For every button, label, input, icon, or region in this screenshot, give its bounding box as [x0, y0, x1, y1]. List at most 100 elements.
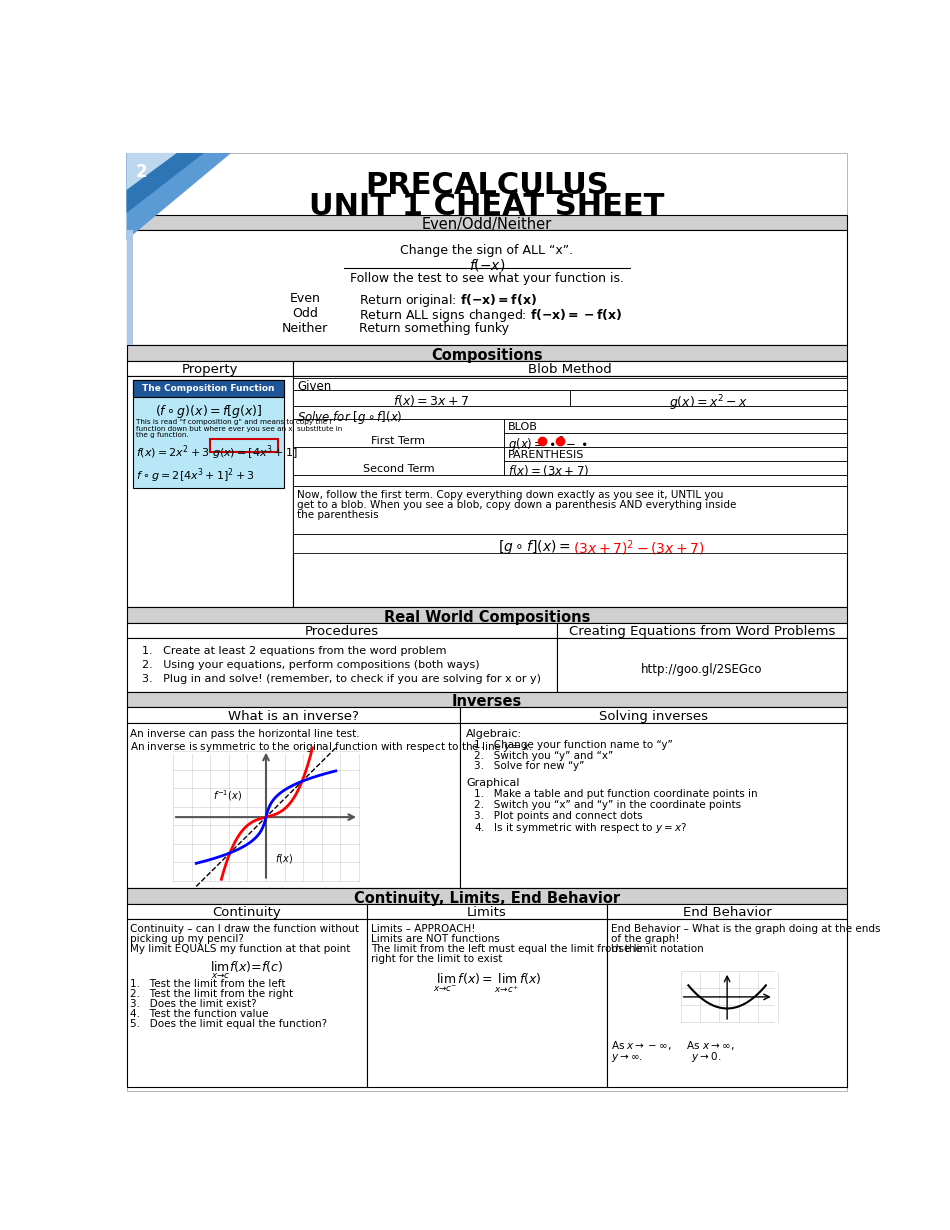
Bar	[294, 406, 847, 419]
Text: Algebraic:: Algebraic:	[466, 729, 522, 739]
Text: Continuity – can I draw the function without: Continuity – can I draw the function wit…	[130, 924, 359, 934]
Text: $g(x) = x^2 - x$: $g(x) = x^2 - x$	[669, 394, 749, 413]
Bar	[460, 723, 847, 888]
Bar	[126, 904, 367, 919]
Text: the parenthesis: the parenthesis	[297, 510, 379, 520]
Bar	[504, 419, 847, 433]
Text: Follow the test to see what your function is.: Follow the test to see what your functio…	[350, 272, 624, 284]
Text: Procedures: Procedures	[305, 625, 379, 638]
Text: Even: Even	[290, 292, 320, 305]
Text: http://goo.gl/2SEGco: http://goo.gl/2SEGco	[641, 663, 763, 675]
Text: As $x \to -\infty$,     As $x \to \infty$,: As $x \to -\infty$, As $x \to \infty$,	[611, 1039, 734, 1052]
Text: 1.   Test the limit from the left: 1. Test the limit from the left	[130, 979, 286, 989]
Text: 4.   Is it symmetric with respect to $y = x$?: 4. Is it symmetric with respect to $y = …	[474, 822, 687, 835]
Bar	[294, 390, 570, 406]
Bar	[126, 622, 557, 638]
Bar	[607, 904, 847, 919]
Text: Compositions: Compositions	[431, 348, 542, 363]
Text: Continuity, Limits, End Behavior: Continuity, Limits, End Behavior	[353, 891, 620, 905]
Text: This is read "f composition g" and means to copy the f: This is read "f composition g" and means…	[136, 418, 332, 424]
Text: 2.   Using your equations, perform compositions (both ways): 2. Using your equations, perform composi…	[142, 659, 480, 669]
Bar	[133, 380, 284, 488]
Bar	[126, 230, 847, 346]
Text: 2.   Switch you “y” and “x”: 2. Switch you “y” and “x”	[474, 750, 613, 760]
Text: $f^{-1}(x)$: $f^{-1}(x)$	[214, 788, 242, 803]
Bar	[294, 486, 847, 534]
Text: Return ALL signs changed: $\mathbf{f(-x) = -f(x)}$: Return ALL signs changed: $\mathbf{f(-x)…	[359, 308, 622, 323]
Text: Graphical: Graphical	[466, 779, 520, 788]
Text: $f(x)$: $f(x)$	[276, 851, 294, 865]
Bar	[504, 461, 847, 475]
Bar	[126, 638, 557, 692]
Text: 2.   Test the limit from the right: 2. Test the limit from the right	[130, 989, 294, 999]
Text: $y \to \infty$.               $y \to 0.$: $y \to \infty$. $y \to 0.$	[611, 1050, 721, 1064]
Polygon shape	[126, 153, 204, 213]
Text: Odd: Odd	[292, 308, 317, 320]
Bar	[126, 888, 847, 904]
Text: $f(-x)$: $f(-x)$	[468, 257, 505, 273]
Text: BLOB: BLOB	[507, 422, 538, 433]
Text: right for the limit to exist: right for the limit to exist	[370, 953, 502, 964]
Bar	[126, 919, 367, 1087]
Bar	[126, 723, 460, 888]
Text: of the graph!: of the graph!	[611, 934, 679, 943]
Text: Neither: Neither	[281, 322, 328, 336]
Bar	[126, 692, 847, 707]
Bar	[294, 534, 847, 552]
Text: Continuity: Continuity	[212, 907, 281, 919]
Text: $g(x) = \bullet^2 - \bullet$: $g(x) = \bullet^2 - \bullet$	[507, 435, 587, 455]
Text: 5.   Does the limit equal the function?: 5. Does the limit equal the function?	[130, 1020, 328, 1030]
Polygon shape	[126, 153, 177, 189]
Text: Solving inverses: Solving inverses	[599, 710, 708, 723]
Text: The limit from the left must equal the limit from the: The limit from the left must equal the l…	[370, 943, 641, 953]
Text: Limits – APPROACH!: Limits – APPROACH!	[370, 924, 475, 934]
Text: $\lim_{x \to c^-} f(x) = \lim_{x \to c^+} f(x)$: $\lim_{x \to c^-} f(x) = \lim_{x \to c^+…	[432, 972, 542, 995]
Text: 2.   Switch you “x” and “y” in the coordinate points: 2. Switch you “x” and “y” in the coordin…	[474, 800, 741, 809]
Text: Limits are NOT functions: Limits are NOT functions	[370, 934, 500, 943]
Bar	[126, 608, 847, 622]
Text: Solve for $[g \circ f](x)$: Solve for $[g \circ f](x)$	[297, 408, 403, 426]
Text: First Term: First Term	[371, 437, 426, 446]
Text: $g(x) = [4x^3+1]$: $g(x) = [4x^3+1]$	[212, 443, 297, 462]
Text: $[g \circ f](x) =$: $[g \circ f](x) =$	[498, 538, 570, 556]
Bar	[294, 475, 847, 486]
Text: Given: Given	[297, 380, 332, 394]
Text: 3.   Does the limit exist?: 3. Does the limit exist?	[130, 999, 257, 1010]
Bar	[294, 378, 847, 390]
Text: End Behavior: End Behavior	[683, 907, 771, 919]
Text: 1.   Make a table and put function coordinate points in: 1. Make a table and put function coordin…	[474, 788, 757, 800]
Bar	[294, 360, 847, 376]
Text: $(f \circ g)(x) = f[g(x)]$: $(f \circ g)(x) = f[g(x)]$	[155, 403, 262, 421]
Text: $f(x) = (3x + 7)$: $f(x) = (3x + 7)$	[507, 464, 589, 478]
Bar	[607, 919, 847, 1087]
Text: 3.   Solve for new “y”: 3. Solve for new “y”	[474, 761, 584, 771]
Bar	[294, 376, 847, 608]
Bar	[126, 214, 847, 230]
Text: Second Term: Second Term	[363, 464, 434, 474]
Text: An inverse is symmetric to the original function with respect to the line $y = x: An inverse is symmetric to the original …	[130, 739, 533, 754]
Text: Return something funky: Return something funky	[359, 322, 509, 336]
Text: PRECALCULUS: PRECALCULUS	[365, 171, 609, 199]
Text: Creating Equations from Word Problems: Creating Equations from Word Problems	[569, 625, 835, 638]
Text: the g function.: the g function.	[136, 433, 188, 439]
Bar	[504, 433, 847, 448]
Polygon shape	[126, 153, 231, 240]
Bar	[126, 346, 847, 360]
Bar	[294, 448, 504, 475]
Text: 3.   Plot points and connect dots: 3. Plot points and connect dots	[474, 811, 642, 820]
Text: Even/Odd/Neither: Even/Odd/Neither	[422, 216, 552, 232]
Text: My limit EQUALS my function at that point: My limit EQUALS my function at that poin…	[130, 943, 351, 953]
Bar	[570, 390, 847, 406]
Text: Now, follow the first term. Copy everything down exactly as you see it, UNTIL yo: Now, follow the first term. Copy everyth…	[297, 491, 724, 501]
Bar	[294, 419, 504, 448]
Bar	[126, 376, 294, 608]
Text: Property: Property	[181, 363, 238, 376]
Text: The Composition Function: The Composition Function	[142, 384, 275, 394]
Text: 3.   Plug in and solve! (remember, to check if you are solving for x or y): 3. Plug in and solve! (remember, to chec…	[142, 674, 541, 684]
Text: Use limit notation: Use limit notation	[611, 943, 704, 953]
Text: $f \circ g = 2[4x^3+1]^2+3$: $f \circ g = 2[4x^3+1]^2+3$	[136, 466, 255, 485]
Bar	[460, 707, 847, 723]
Bar	[367, 904, 607, 919]
Text: 1.   Create at least 2 equations from the word problem: 1. Create at least 2 equations from the …	[142, 646, 446, 656]
Text: $f(x) = 2x^2 + 3$: $f(x) = 2x^2 + 3$	[136, 443, 210, 461]
